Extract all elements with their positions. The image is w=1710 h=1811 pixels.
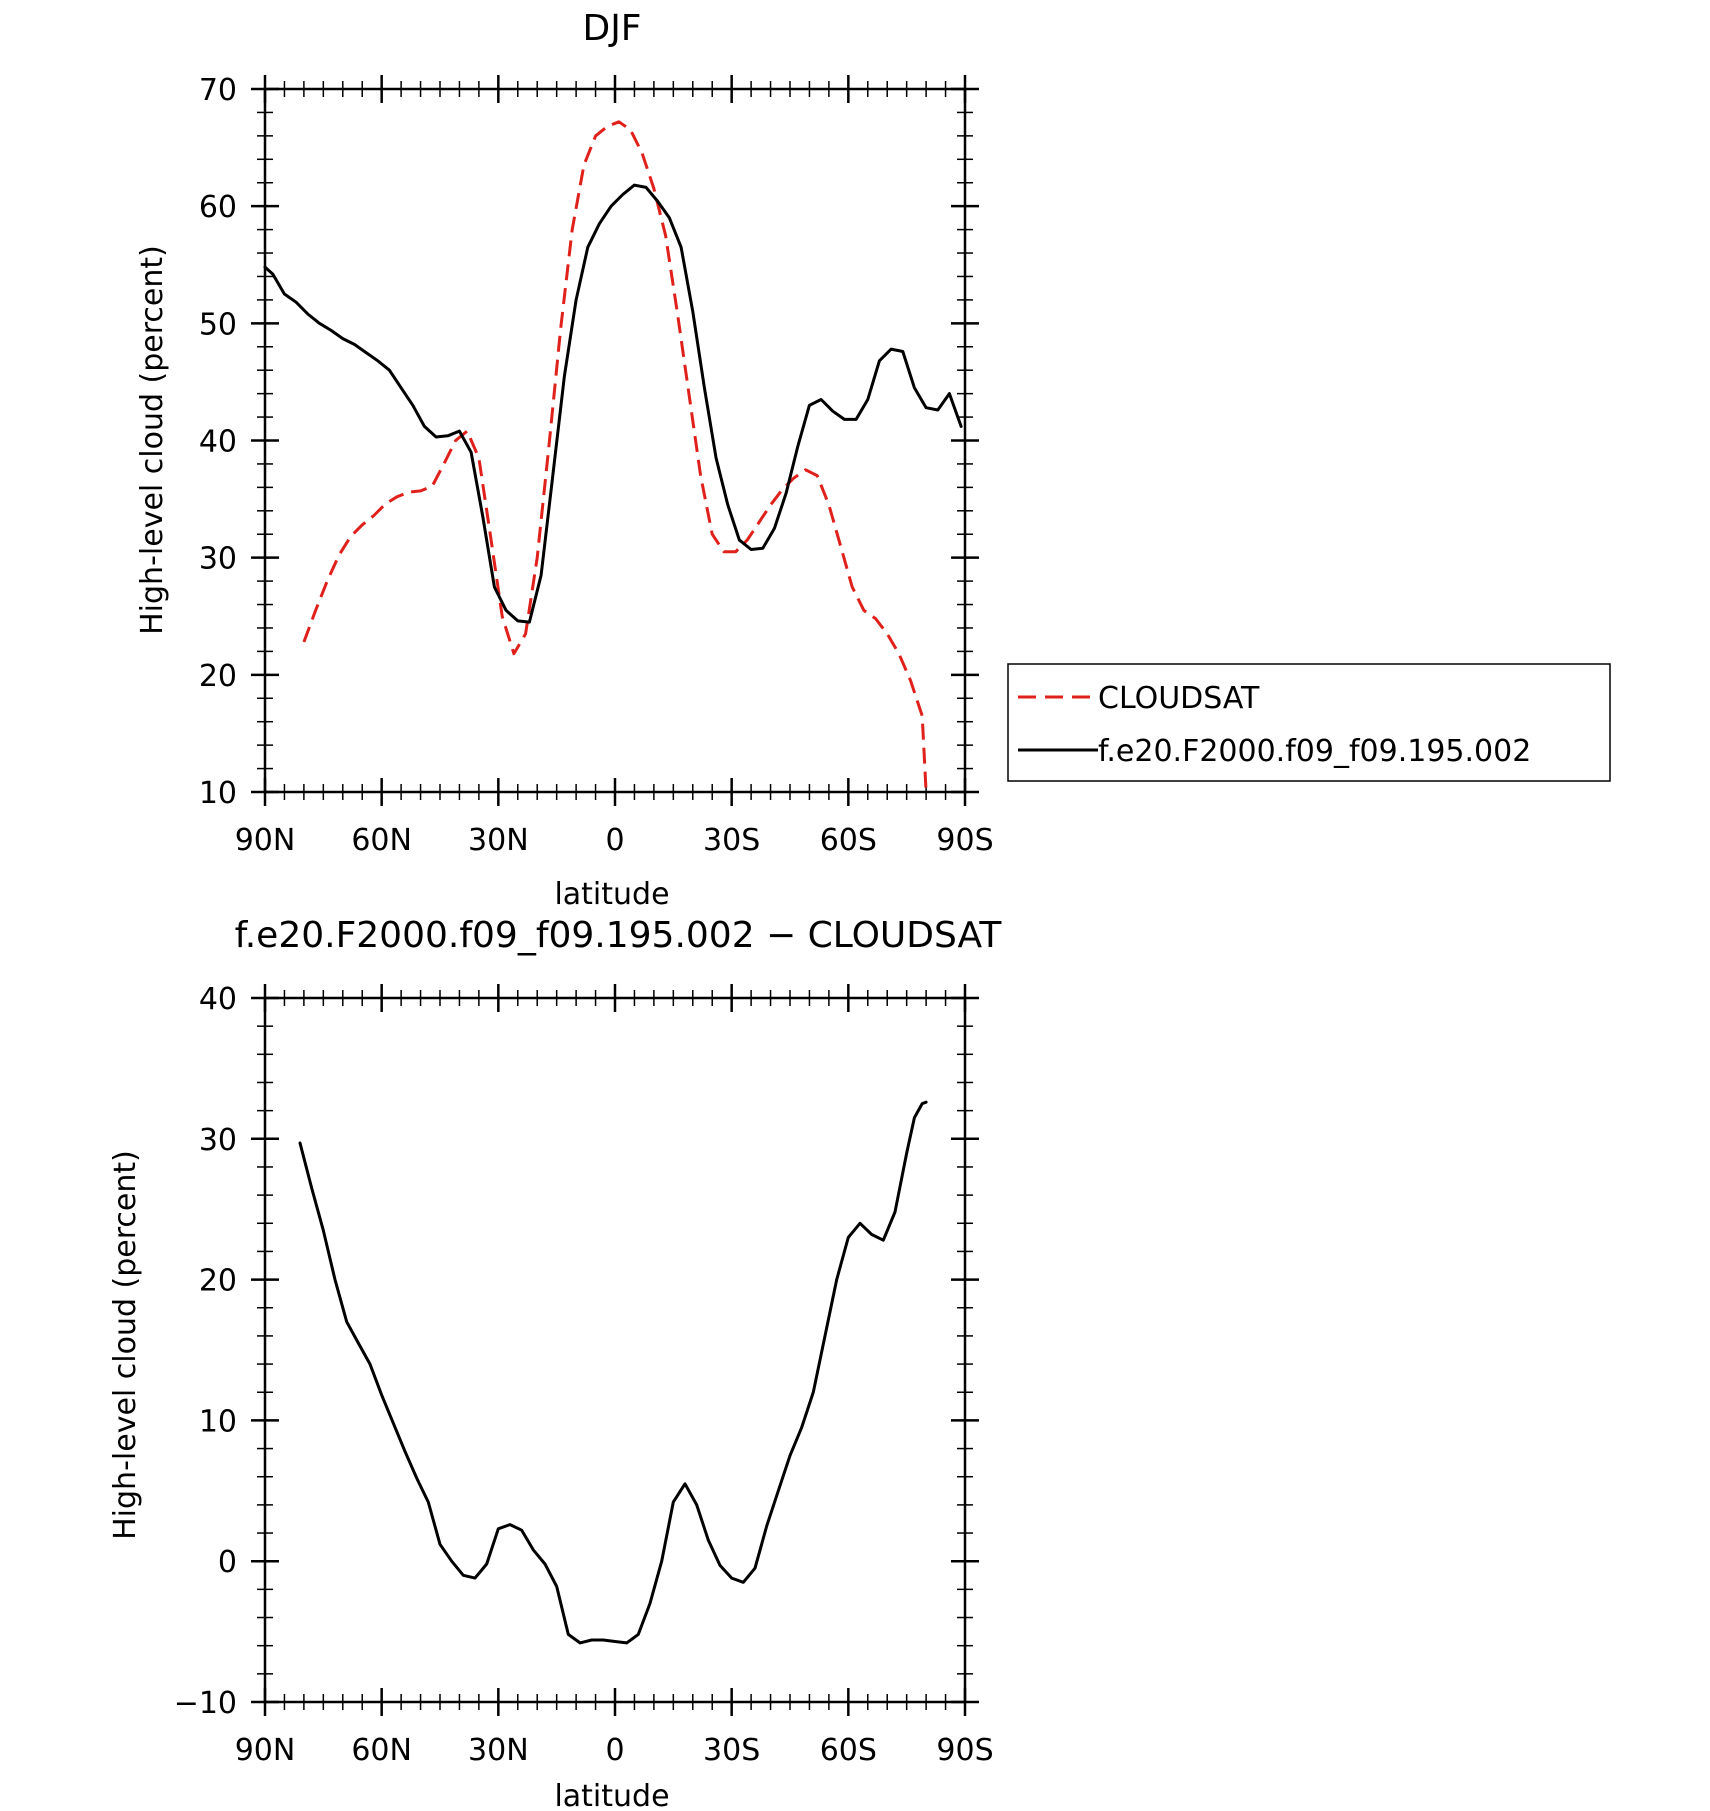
- bottom-y-tick-label: 20: [199, 1264, 237, 1299]
- bottom-x-tick-label: 90S: [936, 1733, 993, 1768]
- bottom-x-tick-label: 60S: [820, 1733, 877, 1768]
- bottom-series-group: [298, 1100, 928, 1645]
- top-y-tick-label: 10: [199, 776, 237, 811]
- bottom-y-tick-label: 0: [218, 1545, 237, 1580]
- top-y-tick-label: 40: [199, 425, 237, 460]
- top-title: DJF: [582, 8, 641, 49]
- bottom-plot-frame: [263, 996, 967, 1704]
- top-x-tick-label: 0: [605, 823, 624, 858]
- top-x-tick-label: 60N: [351, 823, 412, 858]
- bottom-y-axis-label: High-level cloud (percent): [108, 1150, 143, 1540]
- bottom-x-ticks: [263, 984, 967, 1716]
- top-y-tick-label: 70: [199, 73, 237, 108]
- bottom-x-tick-label: 30S: [703, 1733, 760, 1768]
- bottom-y-tick-label: −10: [174, 1686, 237, 1721]
- bottom-x-tick-label: 0: [605, 1733, 624, 1768]
- bottom-x-tick-label: 30N: [468, 1733, 529, 1768]
- top-y-ticks: [251, 87, 979, 794]
- bottom-x-tick-labels: 90N 60N 30N 0 30S 60S 90S: [235, 1733, 994, 1768]
- bottom-title: f.e20.F2000.f09_f09.195.002 − CLOUDSAT: [235, 915, 1003, 956]
- top-x-tick-label: 30S: [703, 823, 760, 858]
- bottom-x-axis-label: latitude: [554, 1779, 669, 1811]
- top-y-tick-label: 20: [199, 659, 237, 694]
- top-y-tick-label: 50: [199, 307, 237, 342]
- bottom-y-tick-labels: −10 0 10 20 30 40: [174, 982, 237, 1721]
- top-x-ticks: [263, 75, 967, 806]
- legend-box: [1007, 663, 1611, 782]
- top-x-tick-label: 90N: [235, 823, 296, 858]
- legend: CLOUDSAT f.e20.F2000.f09_f09.195.002: [1007, 663, 1611, 782]
- top-x-tick-label: 90S: [936, 823, 993, 858]
- bottom-panel: f.e20.F2000.f09_f09.195.002 − CLOUDSAT −…: [108, 915, 1002, 1811]
- bottom-series-line-1: [298, 1100, 928, 1645]
- top-series-line-1: [302, 120, 928, 793]
- top-y-tick-labels: 10 20 30 40 50 60 70: [199, 73, 237, 811]
- bottom-y-tick-label: 40: [199, 982, 237, 1017]
- top-y-tick-label: 30: [199, 542, 237, 577]
- bottom-x-tick-label: 60N: [351, 1733, 412, 1768]
- bottom-y-tick-label: 30: [199, 1123, 237, 1158]
- bottom-y-ticks: [251, 996, 979, 1704]
- legend-label-model: f.e20.F2000.f09_f09.195.002: [1098, 734, 1531, 769]
- top-x-tick-labels: 90N 60N 30N 0 30S 60S 90S: [235, 823, 994, 858]
- top-plot-frame: [263, 87, 967, 794]
- top-panel: DJF 10 20 30 40 50 60 70 90N 60N 30N 0 30S 60S 90S l…: [135, 8, 1611, 912]
- bottom-y-tick-label: 10: [199, 1404, 237, 1439]
- bottom-x-tick-label: 90N: [235, 1733, 296, 1768]
- top-series-line-2: [263, 183, 963, 624]
- top-x-tick-label: 30N: [468, 823, 529, 858]
- top-y-tick-label: 60: [199, 190, 237, 225]
- top-x-tick-label: 60S: [820, 823, 877, 858]
- top-x-axis-label: latitude: [554, 877, 669, 912]
- legend-label-cloudsat: CLOUDSAT: [1098, 681, 1260, 716]
- top-y-axis-label: High-level cloud (percent): [135, 245, 170, 635]
- top-series-group: [263, 120, 963, 793]
